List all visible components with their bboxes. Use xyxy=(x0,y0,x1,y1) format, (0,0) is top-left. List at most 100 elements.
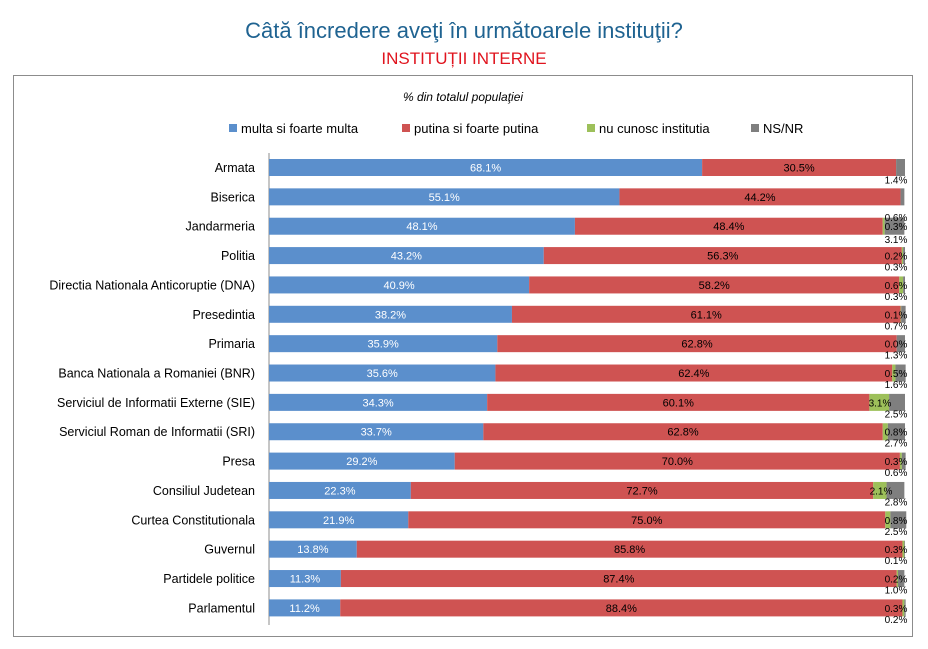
data-label: 35.9% xyxy=(368,339,399,351)
category-label: Consiliul Judetean xyxy=(153,484,255,498)
legend-swatch xyxy=(229,124,237,132)
category-label: Banca Nationala a Romaniei (BNR) xyxy=(58,367,255,381)
bar-segment xyxy=(269,188,620,206)
data-label: 60.1% xyxy=(663,397,694,409)
small-data-label: 0.2% xyxy=(885,252,908,263)
bar-segment xyxy=(895,364,906,382)
bar-segment xyxy=(269,540,357,558)
bar-segment xyxy=(901,452,906,470)
data-label: 38.2% xyxy=(375,309,406,321)
small-data-label: 2.5% xyxy=(885,527,908,538)
bar-segment xyxy=(495,364,893,382)
bar-segment xyxy=(882,217,885,235)
small-data-label: 1.4% xyxy=(885,176,908,187)
data-label: 43.2% xyxy=(391,251,422,263)
bar-segment xyxy=(892,364,896,382)
data-label: 85.8% xyxy=(614,544,645,556)
bar-segment xyxy=(269,393,488,411)
data-label: 62.8% xyxy=(667,427,698,439)
bar-segment xyxy=(269,364,496,382)
bar-segment xyxy=(454,452,900,470)
small-data-label: 1.6% xyxy=(885,380,908,391)
bar-segment xyxy=(487,393,870,411)
category-label: Biserica xyxy=(211,190,256,204)
bar-segment xyxy=(340,570,897,588)
small-data-label: 0.1% xyxy=(885,310,908,321)
data-label: 62.4% xyxy=(678,368,709,380)
bar-segment xyxy=(887,423,905,441)
data-label: 11.3% xyxy=(290,574,321,586)
data-label: 48.4% xyxy=(713,221,744,233)
small-data-label: 0.6% xyxy=(885,468,908,479)
bar-segment xyxy=(873,481,887,499)
bar-segment xyxy=(904,599,906,617)
category-label: Serviciul Roman de Informatii (SRI) xyxy=(59,425,255,439)
category-label: Armata xyxy=(215,161,255,175)
data-label: 56.3% xyxy=(707,251,738,263)
small-data-label: 0.3% xyxy=(885,457,908,468)
bar-segment xyxy=(269,335,498,353)
bar-segment xyxy=(900,188,905,206)
bar-segment xyxy=(619,188,901,206)
bar-segment xyxy=(497,335,897,353)
category-label: Serviciul de Informatii Externe (SIE) xyxy=(57,396,255,410)
small-data-label: 0.8% xyxy=(885,428,908,439)
category-label: Curtea Constitutionala xyxy=(131,513,255,527)
bar-segment xyxy=(901,305,906,323)
legend-swatch xyxy=(751,124,759,132)
bar-segment xyxy=(890,511,907,529)
bar-segment xyxy=(898,570,905,588)
bar-segment xyxy=(408,511,886,529)
legend-swatch xyxy=(402,124,410,132)
bar-segment xyxy=(899,452,902,470)
legend-label: putina si foarte putina xyxy=(414,121,539,136)
bar-segment xyxy=(884,217,905,235)
bar-segment xyxy=(899,276,904,294)
bar-segment xyxy=(889,393,905,411)
category-label: Directia Nationala Anticoruptie (DNA) xyxy=(49,278,255,292)
chart-title: Câtă încredere aveţi în următoarele inst… xyxy=(245,18,683,43)
bar-segment xyxy=(269,423,484,441)
data-label: 62.8% xyxy=(681,339,712,351)
data-label: 33.7% xyxy=(361,427,392,439)
small-data-label: 0.3% xyxy=(885,545,908,556)
legend-label: NS/NR xyxy=(763,121,803,136)
bar-segment xyxy=(902,599,905,617)
bar-segment xyxy=(869,393,890,411)
small-data-label: 0.5% xyxy=(885,369,908,380)
data-label: 75.0% xyxy=(631,515,662,527)
small-data-label: 0.7% xyxy=(885,321,908,332)
data-label: 61.1% xyxy=(691,309,722,321)
category-label: Guvernul xyxy=(204,543,255,557)
bar-segment xyxy=(269,481,411,499)
bar-segment xyxy=(882,423,888,441)
category-label: Presa xyxy=(222,455,255,469)
bar-segment xyxy=(886,481,905,499)
bar-segment xyxy=(356,540,903,558)
small-data-label: 0.8% xyxy=(885,516,908,527)
bar-segment xyxy=(902,540,905,558)
bar-segment xyxy=(900,305,902,323)
small-data-label: 0.1% xyxy=(885,556,908,567)
bar-segment xyxy=(269,599,341,617)
small-data-label: 0.6% xyxy=(885,281,908,292)
bar-segment xyxy=(896,570,899,588)
bar-segment xyxy=(269,305,512,323)
bar-segment xyxy=(896,335,905,353)
category-label: Jandarmeria xyxy=(186,220,256,234)
small-data-label: 2.1% xyxy=(870,486,893,497)
bar-segment xyxy=(410,481,874,499)
small-data-label: 0.3% xyxy=(885,604,908,615)
bar-segment xyxy=(903,247,905,265)
bar-segment xyxy=(574,217,883,235)
legend-label: multa si foarte multa xyxy=(241,121,359,136)
data-label: 22.3% xyxy=(324,485,355,497)
small-data-label: 0.2% xyxy=(885,615,908,626)
small-data-label: 0.6% xyxy=(885,213,908,224)
data-label: 29.2% xyxy=(346,456,377,468)
legend-label: nu cunosc institutia xyxy=(599,121,710,136)
axis-title: % din totalul populaţiei xyxy=(403,90,523,104)
bar-segment xyxy=(340,599,903,617)
bar-segment xyxy=(269,511,409,529)
